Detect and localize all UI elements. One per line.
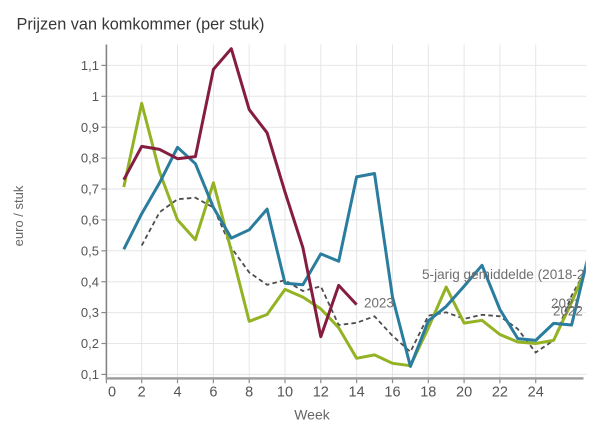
svg-text:2021: 2021 <box>551 296 581 311</box>
svg-text:0,1: 0,1 <box>81 367 99 382</box>
svg-text:0,9: 0,9 <box>81 120 99 135</box>
svg-text:0: 0 <box>108 385 116 401</box>
svg-text:10: 10 <box>277 385 293 401</box>
svg-text:0,3: 0,3 <box>81 305 99 320</box>
svg-text:5-jarig gemiddelde (2018-2022): 5-jarig gemiddelde (2018-2022) <box>422 267 600 282</box>
svg-text:0,4: 0,4 <box>81 274 99 289</box>
svg-text:2022: 2022 <box>553 304 583 319</box>
svg-text:8: 8 <box>245 385 253 401</box>
svg-text:16: 16 <box>384 385 400 401</box>
svg-text:1,1: 1,1 <box>81 58 99 73</box>
svg-text:12: 12 <box>313 385 329 401</box>
svg-text:2023: 2023 <box>364 296 394 311</box>
svg-text:2: 2 <box>138 385 146 401</box>
svg-text:0,7: 0,7 <box>81 182 99 197</box>
svg-text:24: 24 <box>528 385 544 401</box>
svg-text:Week: Week <box>294 407 331 423</box>
svg-text:22: 22 <box>492 385 508 401</box>
svg-text:0,5: 0,5 <box>81 243 99 258</box>
svg-text:euro / stuk: euro / stuk <box>11 185 26 246</box>
svg-text:6: 6 <box>209 385 217 401</box>
svg-text:0,8: 0,8 <box>81 151 99 166</box>
svg-text:0,2: 0,2 <box>81 336 99 351</box>
svg-text:18: 18 <box>420 385 436 401</box>
svg-text:14: 14 <box>349 385 365 401</box>
svg-text:20: 20 <box>456 385 472 401</box>
svg-text:4: 4 <box>173 385 181 401</box>
svg-text:0,6: 0,6 <box>81 213 99 228</box>
svg-text:1: 1 <box>92 89 99 104</box>
svg-text:Prijzen van komkommer (per stu: Prijzen van komkommer (per stuk) <box>17 16 265 34</box>
